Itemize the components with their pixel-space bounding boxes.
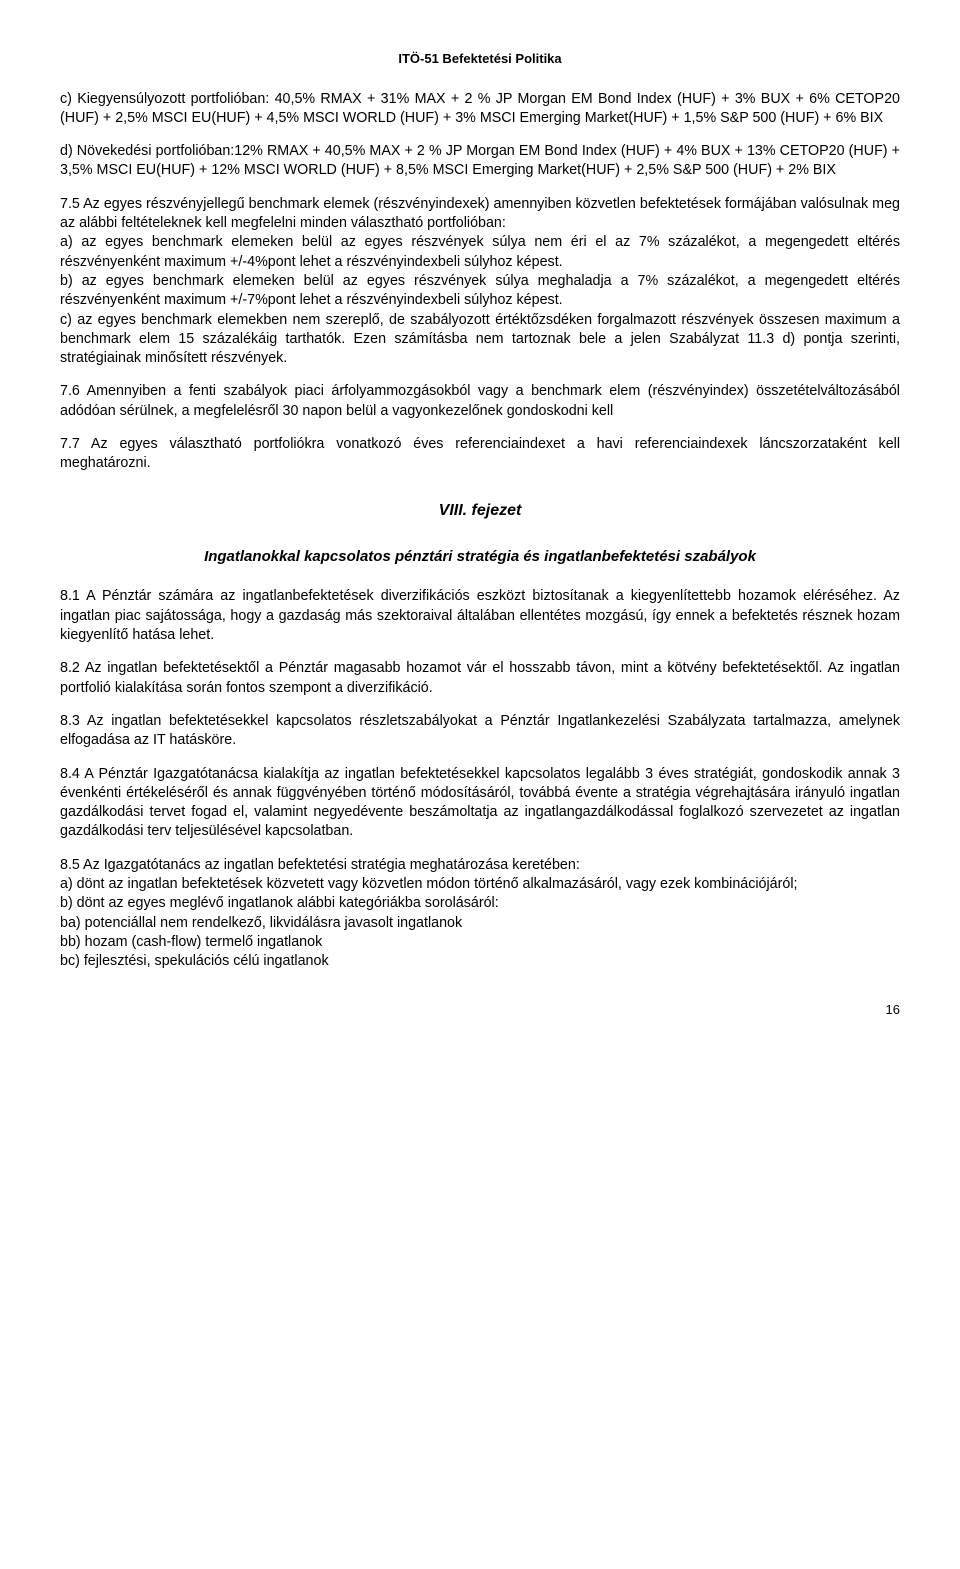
paragraph-8-2: 8.2 Az ingatlan befektetésektől a Pénztá… <box>60 659 900 698</box>
paragraph-8-3: 8.3 Az ingatlan befektetésekkel kapcsola… <box>60 712 900 751</box>
paragraph-7-7: 7.7 Az egyes választható portfoliókra vo… <box>60 435 900 474</box>
paragraph-8-5bc: bc) fejlesztési, spekulációs célú ingatl… <box>60 952 900 971</box>
page-header: ITÖ-51 Befektetési Politika <box>60 50 900 68</box>
paragraph-d: d) Növekedési portfolióban:12% RMAX + 40… <box>60 142 900 181</box>
paragraph-8-5: 8.5 Az Igazgatótanács az ingatlan befekt… <box>60 856 900 875</box>
chapter-title: VIII. fejezet <box>60 500 900 522</box>
paragraph-8-4: 8.4 A Pénztár Igazgatótanácsa kialakítja… <box>60 765 900 842</box>
paragraph-c: c) Kiegyensúlyozott portfolióban: 40,5% … <box>60 90 900 129</box>
page-number: 16 <box>60 1001 900 1019</box>
paragraph-8-1: 8.1 A Pénztár számára az ingatlanbefekte… <box>60 587 900 645</box>
paragraph-8-5ba: ba) potenciállal nem rendelkező, likvidá… <box>60 914 900 933</box>
paragraph-8-5b: b) dönt az egyes meglévő ingatlanok aláb… <box>60 894 900 913</box>
chapter-subtitle: Ingatlanokkal kapcsolatos pénztári strat… <box>60 547 900 567</box>
paragraph-7-5a: a) az egyes benchmark elemeken belül az … <box>60 233 900 272</box>
paragraph-7-5b: b) az egyes benchmark elemeken belül az … <box>60 272 900 311</box>
paragraph-8-5a: a) dönt az ingatlan befektetések közvete… <box>60 875 900 894</box>
paragraph-7-6: 7.6 Amennyiben a fenti szabályok piaci á… <box>60 382 900 421</box>
paragraph-8-5bb: bb) hozam (cash-flow) termelő ingatlanok <box>60 933 900 952</box>
paragraph-7-5: 7.5 Az egyes részvényjellegű benchmark e… <box>60 195 900 234</box>
paragraph-7-5c: c) az egyes benchmark elemekben nem szer… <box>60 311 900 369</box>
